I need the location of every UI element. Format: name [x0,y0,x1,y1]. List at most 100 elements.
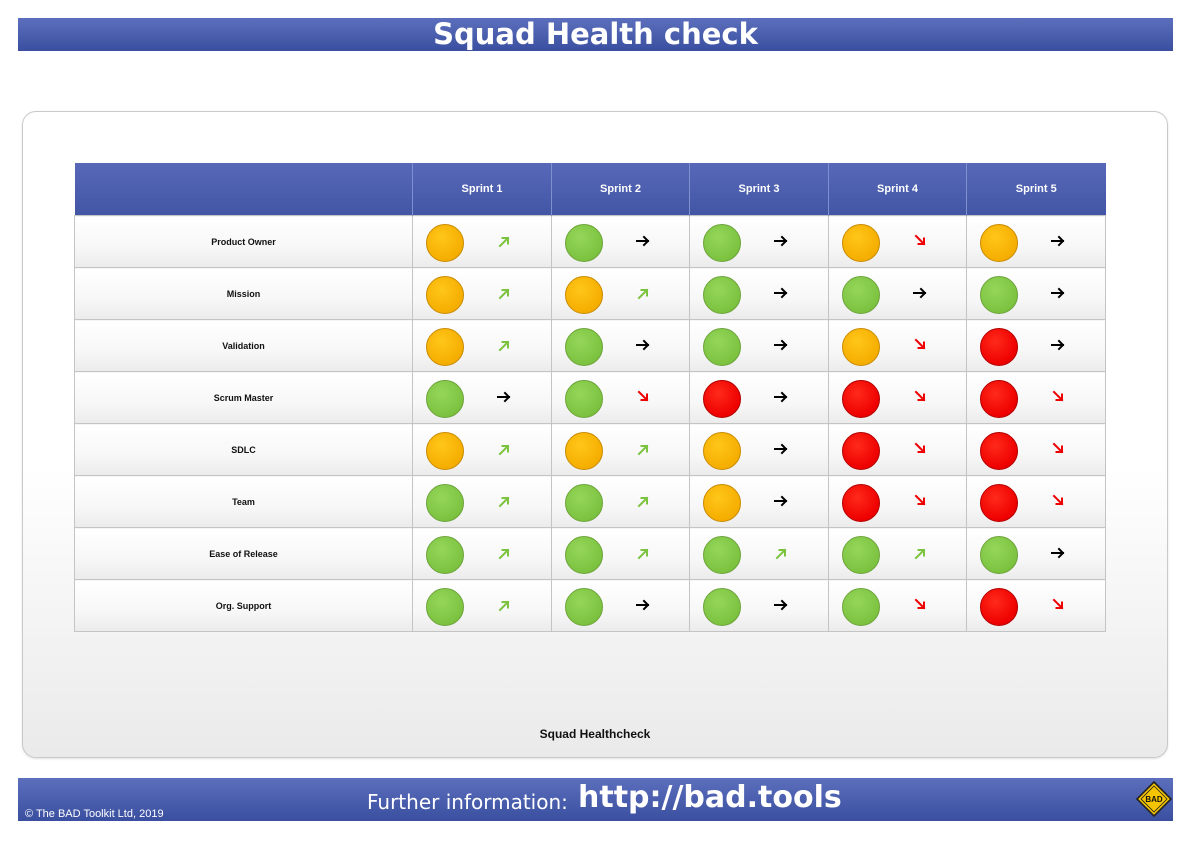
arrow-down-right-icon [914,598,926,610]
status-cell [828,423,967,476]
status-amber-indicator [426,432,464,470]
status-green-indicator [565,588,603,626]
status-amber-indicator [703,484,741,522]
logo-text: BAD [1145,795,1163,804]
arrow-right-icon [1051,547,1065,559]
status-cell [966,267,1106,320]
status-cell [689,267,829,320]
status-green-indicator [426,380,464,418]
status-cell [689,579,829,632]
status-green-indicator [426,588,464,626]
status-cell [828,215,967,268]
arrow-down-right-icon [1052,390,1064,402]
status-cell [551,371,690,424]
status-amber-indicator [426,328,464,366]
column-header: Sprint 1 [412,163,552,216]
column-header: Sprint 2 [551,163,690,216]
row-label: Team [74,475,413,528]
status-red-indicator [703,380,741,418]
status-green-indicator [842,536,880,574]
arrow-up-right-icon [914,548,926,560]
status-green-indicator [565,536,603,574]
table-row: Ease of Release [74,527,1106,580]
status-red-indicator [980,328,1018,366]
status-cell [966,371,1106,424]
status-amber-indicator [980,224,1018,262]
table-row: Mission [74,267,1106,320]
arrow-right-icon [774,391,788,403]
table-row: SDLC [74,423,1106,476]
status-cell [828,371,967,424]
arrow-up-right-icon [637,548,649,560]
status-cell [689,475,829,528]
arrow-right-icon [913,287,927,299]
status-green-indicator [980,276,1018,314]
status-green-indicator [426,536,464,574]
arrow-right-icon [774,443,788,455]
table-row: Scrum Master [74,371,1106,424]
status-amber-indicator [565,432,603,470]
table-row: Org. Support [74,579,1106,632]
status-green-indicator [842,588,880,626]
status-cell [412,423,552,476]
arrow-up-right-icon [498,600,510,612]
status-cell [412,579,552,632]
status-green-indicator [703,224,741,262]
header-corner-cell [74,163,413,216]
table-caption: Squad Healthcheck [539,727,651,741]
status-green-indicator [565,380,603,418]
row-label: SDLC [74,423,413,476]
row-label: Product Owner [74,215,413,268]
arrow-up-right-icon [498,444,510,456]
arrow-right-icon [636,339,650,351]
arrow-down-right-icon [914,338,926,350]
table-header-row: Sprint 1 Sprint 2 Sprint 3 Sprint 4 Spri… [74,163,1106,216]
status-cell [551,527,690,580]
status-amber-indicator [426,276,464,314]
status-cell [828,319,967,372]
bad-logo-icon: BAD [1136,781,1172,817]
status-cell [551,423,690,476]
arrow-up-right-icon [637,444,649,456]
row-label: Ease of Release [74,527,413,580]
status-cell [966,319,1106,372]
row-label: Scrum Master [74,371,413,424]
status-cell [412,215,552,268]
status-green-indicator [980,536,1018,574]
status-cell [966,215,1106,268]
further-information-label: Further information: [367,790,568,814]
status-cell [551,475,690,528]
page-title: Squad Health check [18,18,1173,51]
arrow-up-right-icon [498,288,510,300]
arrow-up-right-icon [775,548,787,560]
table-row: Team [74,475,1106,528]
arrow-down-right-icon [1052,442,1064,454]
status-green-indicator [703,588,741,626]
website-link[interactable]: http://bad.tools [578,780,842,815]
arrow-right-icon [774,495,788,507]
status-cell [412,319,552,372]
arrow-down-right-icon [637,390,649,402]
footer-bar: © The BAD Toolkit Ltd, 2019 Further info… [18,778,1173,821]
status-cell [412,267,552,320]
status-cell [551,319,690,372]
status-cell [551,215,690,268]
status-amber-indicator [565,276,603,314]
status-green-indicator [703,536,741,574]
status-red-indicator [980,380,1018,418]
status-cell [689,215,829,268]
arrow-down-right-icon [914,442,926,454]
arrow-up-right-icon [498,236,510,248]
status-cell [689,371,829,424]
status-amber-indicator [842,328,880,366]
arrow-up-right-icon [637,496,649,508]
status-green-indicator [426,484,464,522]
status-cell [689,319,829,372]
arrow-down-right-icon [1052,494,1064,506]
status-cell [412,371,552,424]
status-cell [689,527,829,580]
arrow-right-icon [774,287,788,299]
copyright-text: © The BAD Toolkit Ltd, 2019 [25,808,164,820]
status-green-indicator [703,276,741,314]
arrow-up-right-icon [498,496,510,508]
